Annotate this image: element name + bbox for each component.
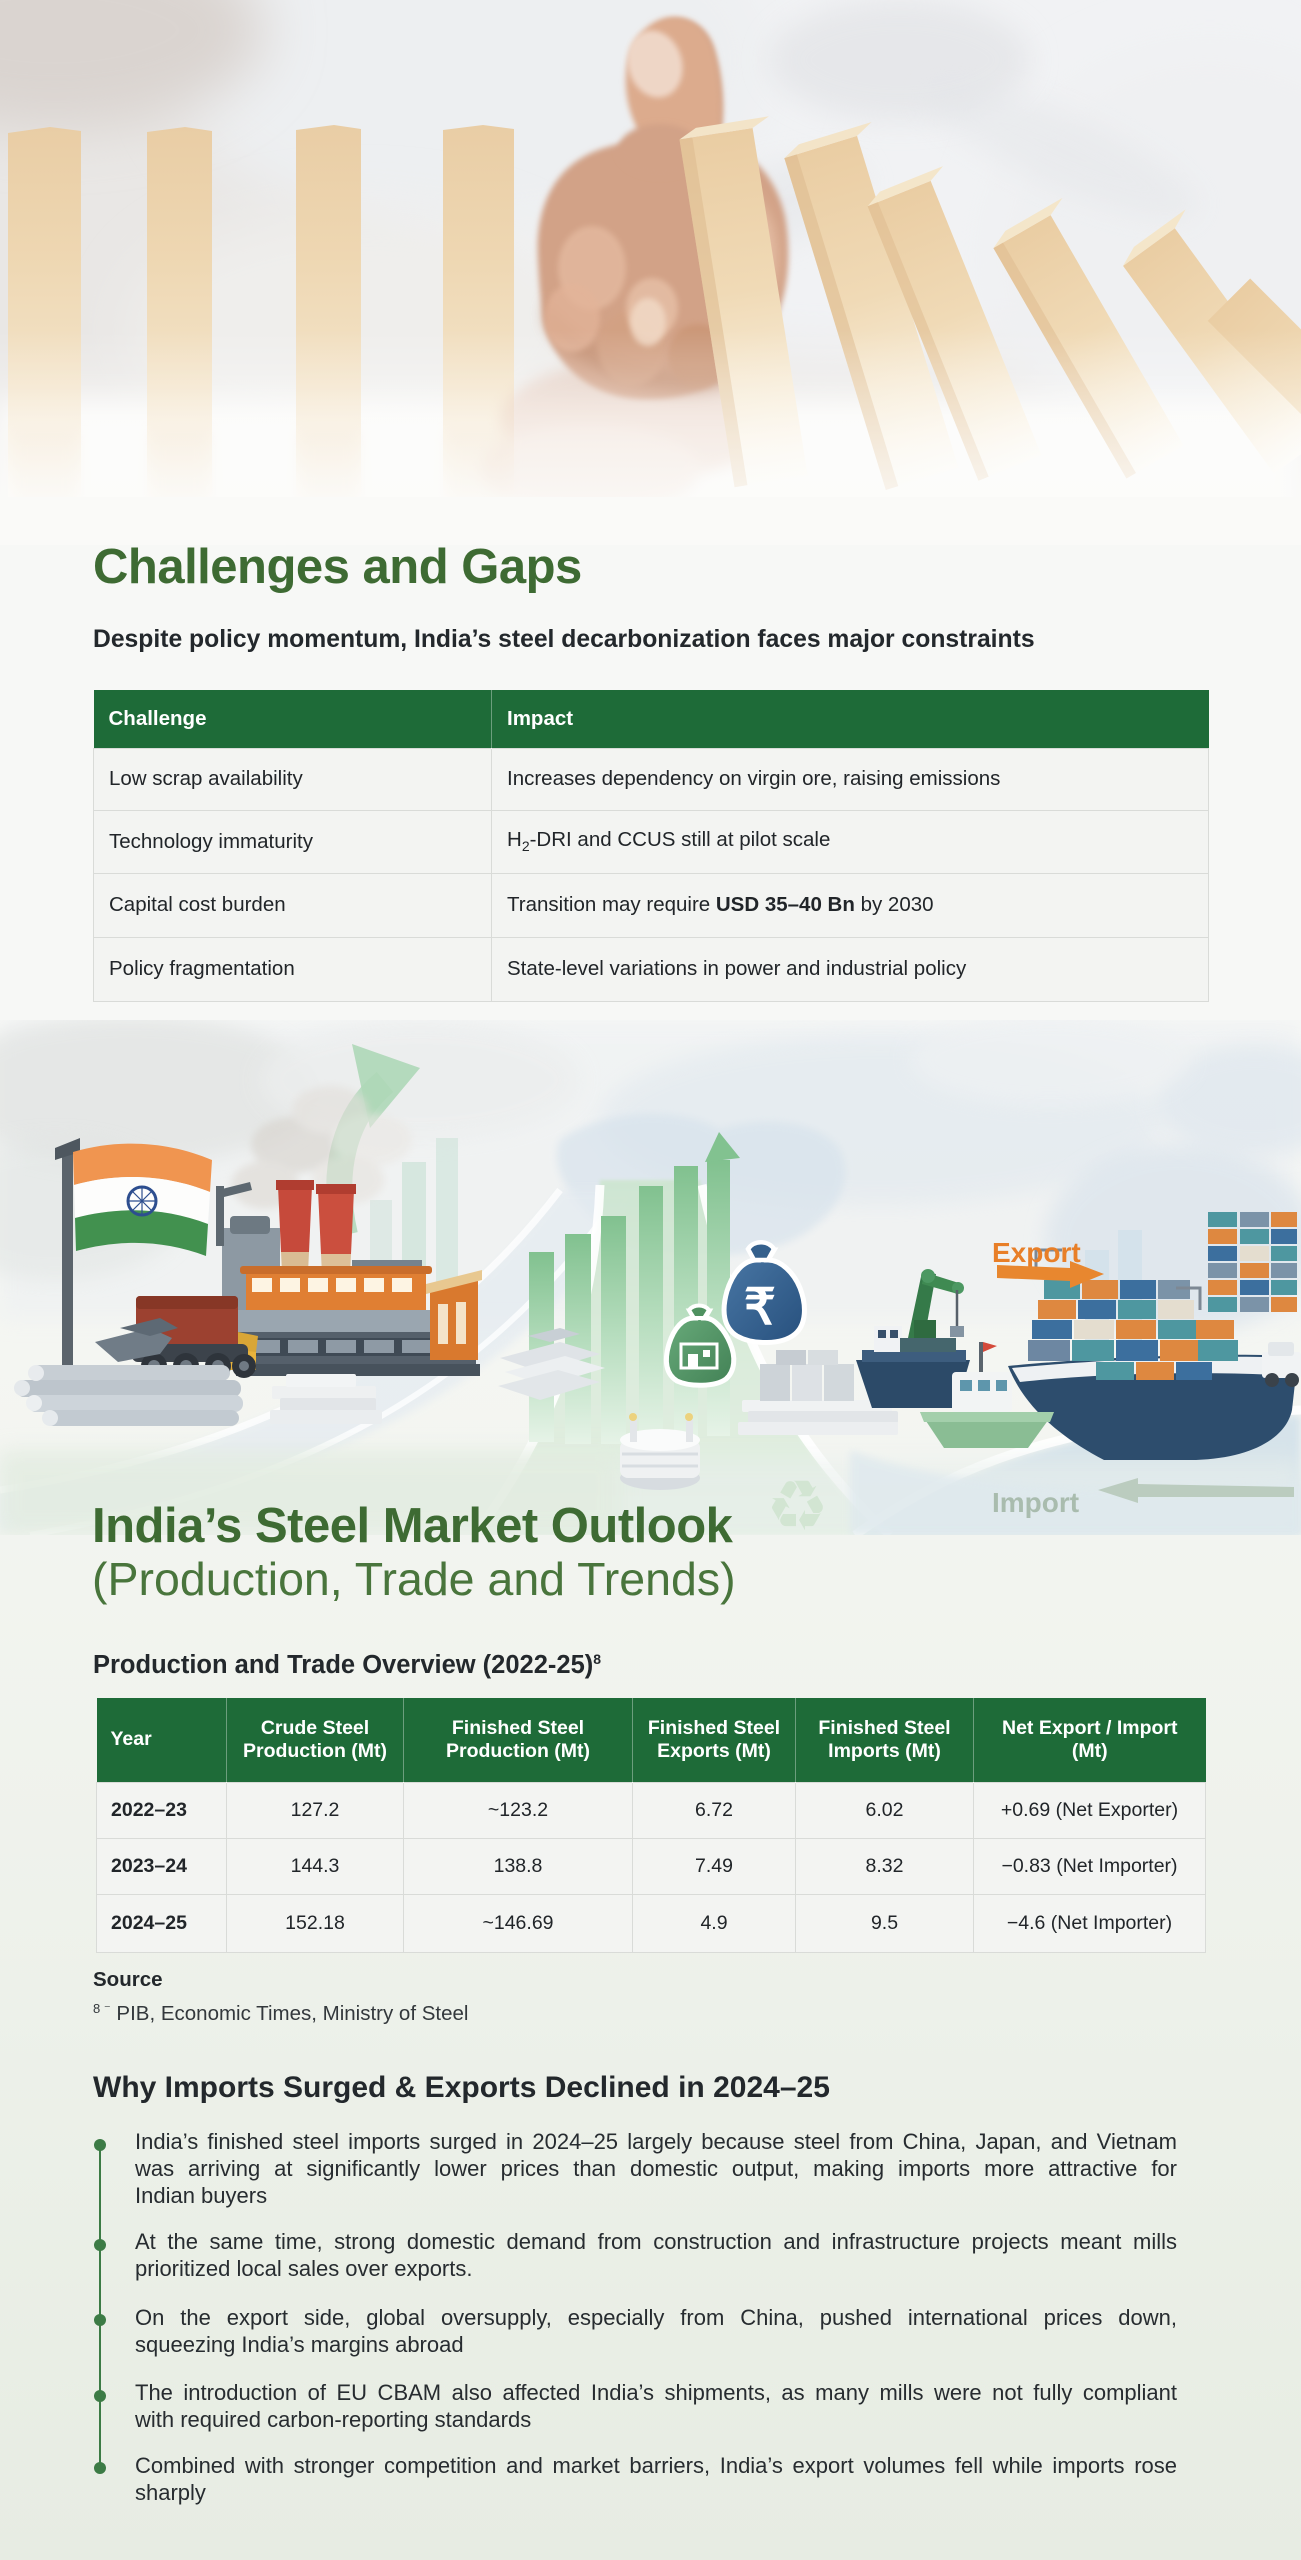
svg-text:Export: Export xyxy=(992,1237,1081,1268)
svg-text:₹: ₹ xyxy=(744,1279,776,1335)
svg-text:♻: ♻ xyxy=(766,1467,829,1535)
svg-text:Import: Import xyxy=(992,1487,1079,1518)
